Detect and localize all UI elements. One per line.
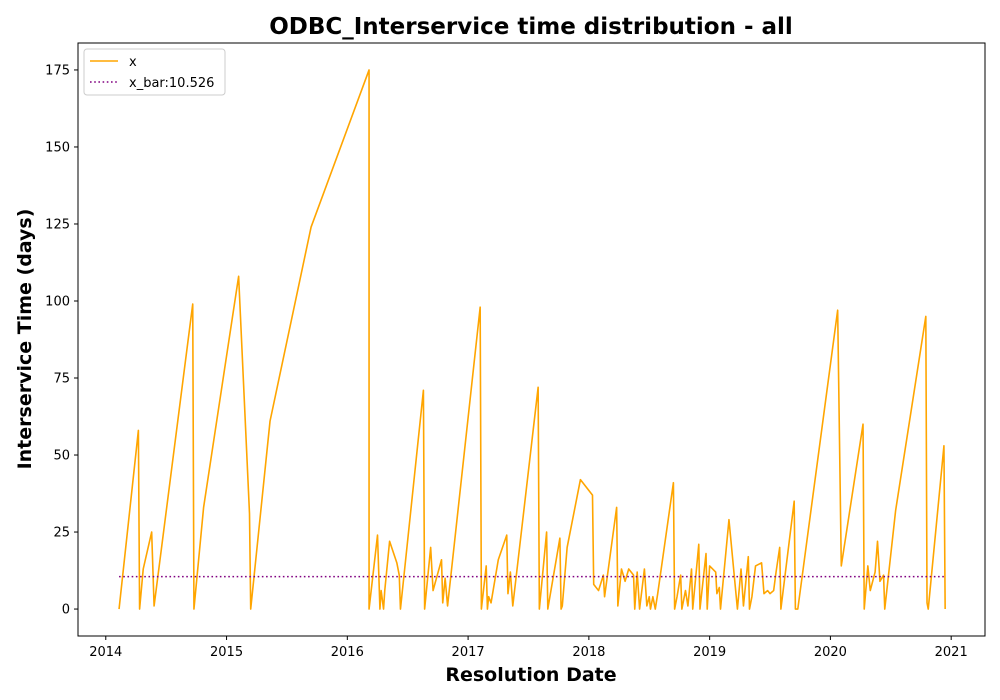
y-tick-label: 25	[53, 526, 70, 541]
y-axis-ticks: 0 25 50 75 100 125 150 175	[45, 63, 78, 618]
x-tick-label: 2015	[210, 645, 243, 660]
x-tick-label: 2017	[452, 645, 485, 660]
series-layer	[118, 69, 946, 610]
series-line-x	[118, 69, 946, 610]
x-tick-label: 2014	[89, 645, 122, 660]
y-tick-label: 125	[45, 217, 70, 232]
y-tick-label: 0	[62, 603, 70, 618]
x-tick-label: 2021	[935, 645, 968, 660]
plot-frame	[77, 42, 986, 637]
x-tick-label: 2016	[331, 645, 364, 660]
x-axis-ticks: 2014 2015 2016 2017 2018 2019 2020 2021	[89, 636, 968, 660]
legend-box	[83, 48, 226, 96]
plot-area	[78, 43, 985, 636]
x-axis-label: Resolution Date	[445, 664, 616, 686]
x-tick-label: 2019	[693, 645, 726, 660]
y-tick-label: 150	[45, 140, 70, 155]
legend-label-x: x	[129, 55, 137, 70]
y-tick-label: 175	[45, 63, 70, 78]
y-axis-label: Interservice Time (days)	[14, 209, 36, 470]
y-tick-label: 50	[53, 449, 70, 464]
x-tick-label: 2018	[572, 645, 605, 660]
y-tick-label: 100	[45, 294, 70, 309]
chart-title: ODBC_Interservice time distribution - al…	[269, 14, 793, 40]
x-tick-label: 2020	[814, 645, 847, 660]
y-tick-label: 75	[53, 372, 70, 387]
legend-label-x-bar: x_bar:10.526	[129, 76, 214, 91]
legend: x x_bar:10.526	[83, 48, 226, 96]
